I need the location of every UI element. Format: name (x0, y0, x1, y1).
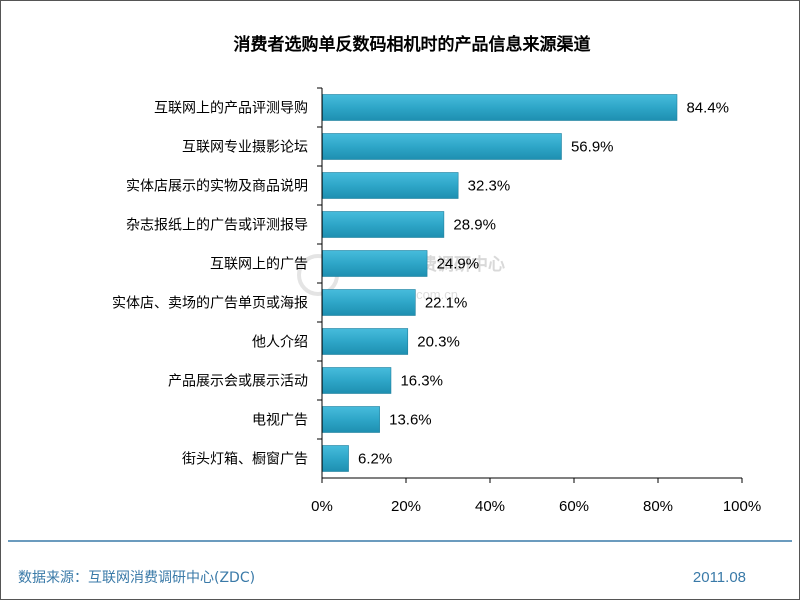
x-tick-label: 20% (391, 498, 421, 515)
bars-layer (322, 94, 678, 472)
value-label: 20.3% (417, 334, 460, 351)
category-label: 实体店、卖场的广告单页或海报 (112, 296, 308, 312)
value-label: 16.3% (400, 373, 443, 390)
value-label: 56.9% (571, 139, 614, 156)
source-note: 数据来源：互联网消费调研中心(ZDC) (18, 570, 255, 586)
axes (317, 87, 743, 483)
category-label: 互联网上的广告 (210, 257, 308, 273)
category-label: 实体店展示的实物及商品说明 (126, 179, 308, 195)
bar (322, 289, 416, 316)
value-label: 24.9% (437, 256, 480, 273)
value-label: 22.1% (425, 295, 468, 312)
category-label: 电视广告 (252, 413, 308, 429)
chart-title: 消费者选购单反数码相机时的产品信息来源渠道 (234, 34, 591, 55)
value-label: 13.6% (389, 412, 432, 429)
x-tick-label: 0% (311, 498, 333, 515)
bar (322, 94, 678, 121)
category-label: 互联网上的产品评测导购 (154, 101, 308, 117)
value-labels: 84.4% 56.9% 32.3% 28.9% 24.9% 22.1% 20.3% 16.3%… (358, 100, 729, 468)
category-label: 互联网专业摄影论坛 (182, 140, 308, 156)
category-label: 街头灯箱、橱窗广告 (182, 451, 308, 468)
category-label: 杂志报纸上的广告或评测报导 (126, 218, 308, 234)
bar (322, 445, 349, 472)
bar (322, 406, 380, 433)
x-tick-label: 80% (643, 498, 673, 515)
category-label: 产品展示会或展示活动 (168, 374, 308, 390)
x-tick-label: 60% (559, 498, 589, 515)
bar (322, 211, 445, 238)
category-label: 他人介绍 (252, 335, 308, 351)
report-date: 2011.08 (693, 569, 746, 586)
x-tick-label: 40% (475, 498, 505, 515)
bar (322, 367, 392, 394)
bar (322, 328, 409, 355)
x-tick-labels: 0% 20% 40% 60% 80% 100% (311, 498, 761, 515)
bar (322, 172, 459, 199)
value-label: 6.2% (358, 451, 392, 468)
bar (322, 250, 428, 277)
bar (322, 133, 562, 160)
category-labels: 互联网上的产品评测导购互联网专业摄影论坛实体店展示的实物及商品说明杂志报纸上的广… (112, 101, 308, 468)
value-label: 84.4% (686, 100, 729, 117)
value-label: 32.3% (468, 178, 511, 195)
value-label: 28.9% (453, 217, 496, 234)
x-tick-label: 100% (723, 498, 761, 515)
